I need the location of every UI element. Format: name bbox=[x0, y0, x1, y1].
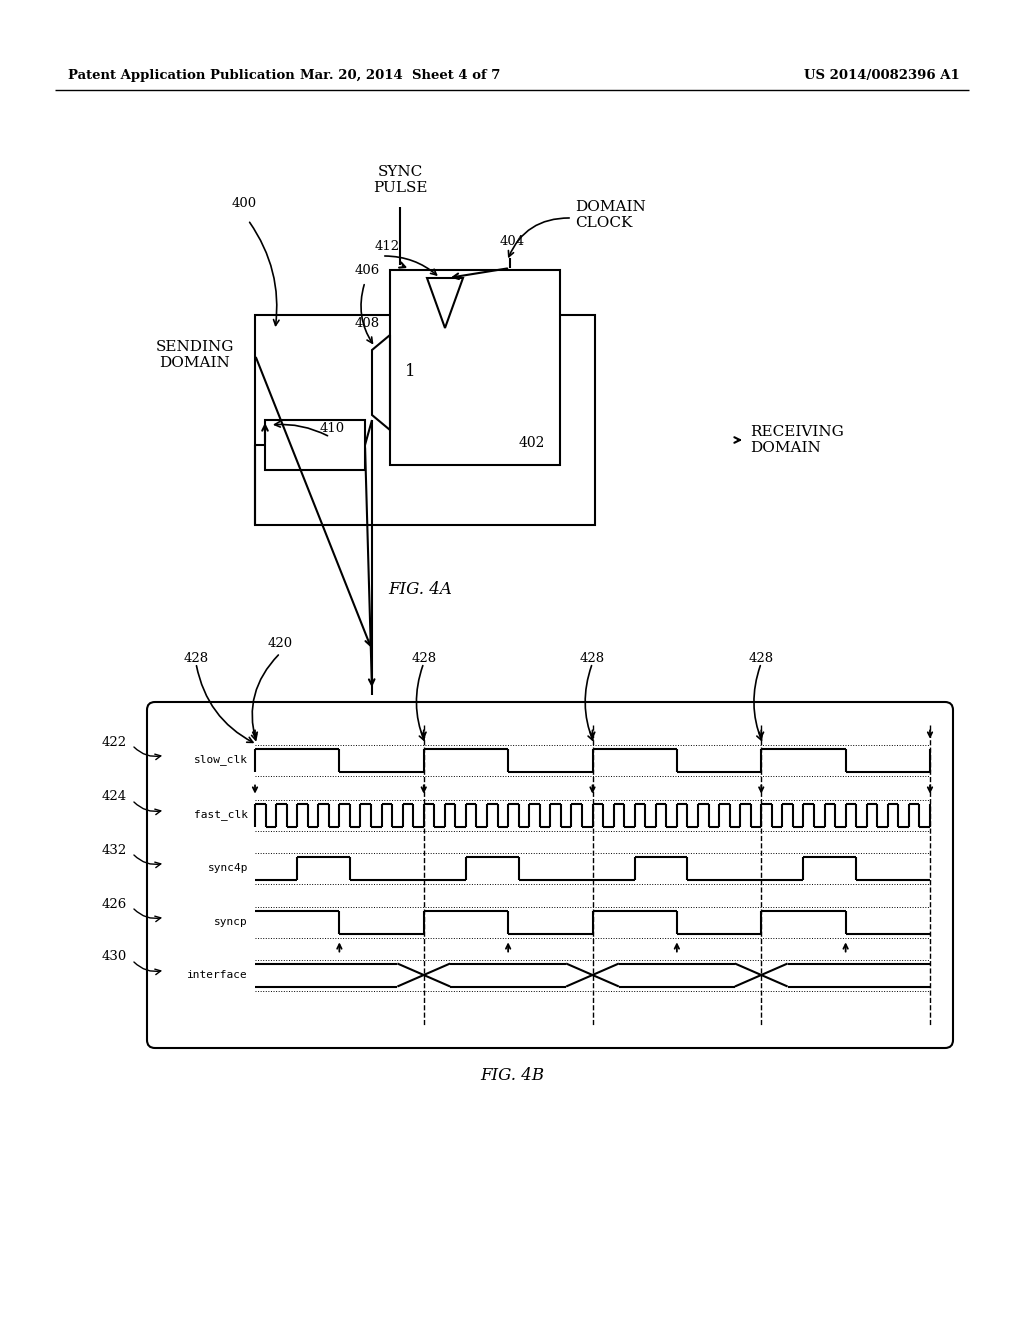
Text: 424: 424 bbox=[101, 791, 127, 804]
Text: 428: 428 bbox=[580, 652, 605, 665]
Text: interface: interface bbox=[187, 970, 248, 979]
Text: US 2014/0082396 A1: US 2014/0082396 A1 bbox=[804, 69, 961, 82]
Bar bbox=[390, 271, 560, 465]
Text: Mar. 20, 2014  Sheet 4 of 7: Mar. 20, 2014 Sheet 4 of 7 bbox=[300, 69, 500, 82]
Text: 430: 430 bbox=[101, 950, 127, 964]
Text: 404: 404 bbox=[500, 235, 525, 248]
Text: FIG. 4B: FIG. 4B bbox=[480, 1067, 544, 1084]
Bar bbox=[255, 315, 595, 525]
Text: 402: 402 bbox=[519, 436, 545, 450]
Text: 426: 426 bbox=[101, 898, 127, 911]
Bar bbox=[265, 420, 365, 470]
Text: 400: 400 bbox=[232, 197, 257, 210]
Text: slow_clk: slow_clk bbox=[194, 755, 248, 766]
Text: 1: 1 bbox=[404, 363, 416, 380]
Text: FIG. 4A: FIG. 4A bbox=[388, 582, 452, 598]
Text: fast_clk: fast_clk bbox=[194, 809, 248, 821]
Text: sync4p: sync4p bbox=[208, 863, 248, 873]
Text: DOMAIN
CLOCK: DOMAIN CLOCK bbox=[575, 199, 646, 230]
FancyBboxPatch shape bbox=[147, 702, 953, 1048]
Text: 422: 422 bbox=[101, 735, 127, 748]
Text: 428: 428 bbox=[412, 652, 436, 665]
Text: 406: 406 bbox=[355, 264, 380, 277]
Text: 410: 410 bbox=[319, 422, 345, 436]
Text: 412: 412 bbox=[375, 240, 400, 253]
Text: SENDING
DOMAIN: SENDING DOMAIN bbox=[156, 339, 234, 370]
Text: Patent Application Publication: Patent Application Publication bbox=[68, 69, 295, 82]
Text: 428: 428 bbox=[749, 652, 774, 665]
Text: 408: 408 bbox=[355, 317, 380, 330]
Text: 432: 432 bbox=[101, 843, 127, 857]
Text: 420: 420 bbox=[267, 638, 293, 649]
Text: syncp: syncp bbox=[214, 917, 248, 927]
Text: RECEIVING
DOMAIN: RECEIVING DOMAIN bbox=[750, 425, 844, 455]
Text: 428: 428 bbox=[183, 652, 209, 665]
Text: SYNC
PULSE: SYNC PULSE bbox=[373, 165, 427, 195]
